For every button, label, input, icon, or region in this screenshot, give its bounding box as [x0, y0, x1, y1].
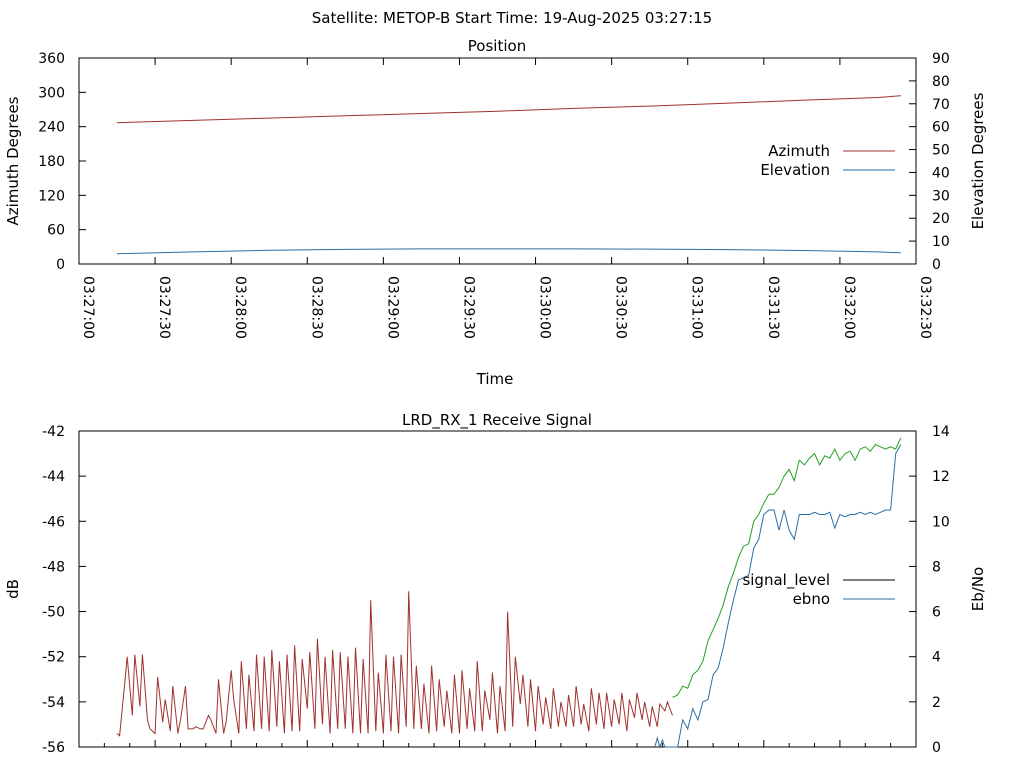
time-axis-label: Time	[476, 370, 514, 388]
time-tick-label: 03:30:30	[613, 276, 629, 339]
elevation-axis-label: Elevation Degrees	[969, 92, 987, 229]
db-tick-label: -50	[42, 605, 65, 621]
signal-series	[116, 437, 902, 749]
azimuth-tick-label: 0	[56, 257, 65, 273]
db-tick-label: -52	[42, 650, 65, 666]
position-chart: Position Azimuth Degrees Elevation Degre…	[4, 37, 987, 388]
ebno-tick-label: 12	[932, 469, 950, 485]
signal-legend: signal_level ebno	[742, 571, 895, 608]
ebno-tick-label: 2	[932, 695, 941, 711]
ebno-tick-label: 14	[932, 424, 950, 440]
db-tick-label: -54	[42, 695, 65, 711]
azimuth-tick-label: 60	[47, 223, 65, 239]
signal-ticks: -42 -44 -46 -48 -50 -52 -54 -56 14 12 10 8 6 4 2 0	[42, 424, 950, 756]
time-tick-label: 03:31:30	[765, 276, 781, 339]
position-series	[116, 95, 901, 255]
ebno-tick-label: 0	[932, 740, 941, 756]
elevation-tick-label: 50	[932, 143, 950, 159]
ebno-axis-label: Eb/No	[969, 567, 987, 611]
elevation-tick-label: 30	[932, 188, 950, 204]
azimuth-tick-label: 300	[38, 85, 65, 101]
time-tick-label: 03:30:00	[537, 276, 553, 339]
ebno-tick-label: 6	[932, 605, 941, 621]
elevation-tick-label: 10	[932, 234, 950, 250]
time-tick-label: 03:29:00	[384, 276, 400, 339]
ebno-tick-label: 10	[932, 514, 950, 530]
azimuth-axis-label: Azimuth Degrees	[4, 96, 22, 225]
db-tick-label: -48	[42, 559, 65, 575]
time-tick-label: 03:31:00	[689, 276, 705, 339]
signal-level-line-0	[116, 591, 673, 737]
time-tick-label: 03:32:30	[917, 276, 933, 339]
azimuth-tick-label: 360	[38, 51, 65, 67]
ebno-tick-label: 4	[932, 650, 941, 666]
elevation-tick-label: 60	[932, 120, 950, 136]
position-chart-title: Position	[468, 37, 526, 55]
legend-elevation-label: Elevation	[760, 161, 830, 179]
legend-signal-level-label: signal_level	[742, 571, 830, 590]
elevation-tick-label: 90	[932, 51, 950, 67]
position-ticks: 360 300 240 180 120 60 0 90 80 70 60 50 40 30 20 10 0 03:…	[38, 51, 950, 339]
position-legend: Azimuth Elevation	[760, 142, 895, 179]
elevation-tick-label: 80	[932, 74, 950, 90]
elevation-line	[116, 248, 901, 255]
time-tick-label: 03:28:00	[232, 276, 248, 339]
db-axis-label: dB	[4, 579, 22, 599]
signal-chart: LRD_RX_1 Receive Signal dB Eb/No -42-44-…	[4, 411, 987, 756]
elevation-tick-label: 0	[932, 257, 941, 273]
db-tick-label: -44	[42, 469, 65, 485]
legend-ebno-label: ebno	[793, 590, 830, 608]
azimuth-tick-label: 120	[38, 188, 65, 204]
azimuth-tick-label: 180	[38, 154, 65, 170]
elevation-tick-label: 20	[932, 211, 950, 227]
azimuth-line	[116, 95, 901, 124]
signal-chart-title: LRD_RX_1 Receive Signal	[402, 411, 592, 430]
db-tick-label: -56	[42, 740, 65, 756]
time-tick-label: 03:27:00	[80, 276, 96, 339]
time-tick-label: 03:32:00	[841, 276, 857, 339]
db-tick-label: -46	[42, 514, 65, 530]
ebno-line	[654, 444, 902, 749]
window-title: Satellite: METOP-B Start Time: 19-Aug-20…	[312, 9, 712, 27]
time-tick-label: 03:28:30	[308, 276, 324, 339]
time-tick-label: 03:27:30	[156, 276, 172, 339]
time-tick-label: 03:29:30	[460, 276, 476, 339]
elevation-tick-label: 70	[932, 97, 950, 113]
azimuth-tick-label: 240	[38, 120, 65, 136]
legend-azimuth-label: Azimuth	[768, 142, 830, 160]
elevation-tick-label: 40	[932, 165, 950, 181]
signal-plot-frame	[78, 430, 917, 748]
ebno-tick-label: 8	[932, 559, 941, 575]
db-tick-label: -42	[42, 424, 65, 440]
signal-level-line-1	[672, 437, 902, 698]
